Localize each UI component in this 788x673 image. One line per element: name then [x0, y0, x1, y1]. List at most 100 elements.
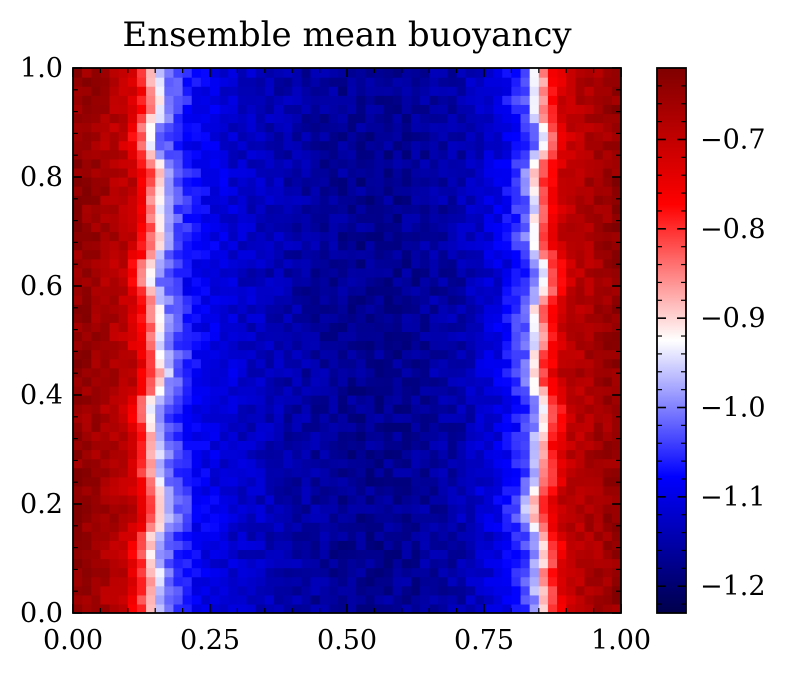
heatmap-cell	[502, 585, 512, 596]
heatmap-cell	[337, 358, 348, 369]
heatmap-cell	[584, 549, 595, 560]
heatmap-cell	[401, 494, 412, 505]
heatmap-cell	[292, 404, 302, 414]
heatmap-cell	[109, 431, 120, 442]
heatmap-cell	[511, 576, 522, 587]
heatmap-cell	[228, 258, 238, 269]
x-tick-label: 1.00	[591, 625, 651, 656]
heatmap-cell	[484, 504, 494, 514]
heatmap-cell	[365, 331, 375, 342]
heatmap-cell	[73, 467, 83, 478]
heatmap-cell	[584, 177, 595, 187]
heatmap-cell	[566, 358, 576, 369]
heatmap-cell	[566, 104, 576, 115]
heatmap-cell	[365, 340, 375, 351]
heatmap-cell	[529, 458, 540, 469]
heatmap-cell	[210, 440, 220, 451]
heatmap-cell	[356, 558, 366, 569]
heatmap-cell	[584, 594, 595, 605]
heatmap-cell	[356, 149, 366, 160]
heatmap-cell	[547, 513, 558, 523]
heatmap-cell	[465, 449, 476, 460]
heatmap-cell	[246, 286, 257, 296]
heatmap-cell	[584, 240, 595, 251]
heatmap-cell	[356, 249, 366, 260]
heatmap-cell	[566, 567, 576, 578]
heatmap-cell	[273, 240, 284, 251]
heatmap-cell	[73, 558, 83, 569]
heatmap-cell	[529, 122, 540, 133]
heatmap-cell	[547, 358, 558, 369]
heatmap-cell	[474, 395, 485, 405]
heatmap-cell	[118, 585, 129, 596]
heatmap-cell	[283, 385, 293, 396]
heatmap-cell	[337, 594, 348, 605]
heatmap-cell	[474, 286, 485, 296]
heatmap-cell	[182, 158, 193, 169]
heatmap-cell	[219, 149, 229, 160]
heatmap-cell	[164, 213, 175, 224]
heatmap-cell	[575, 240, 586, 251]
heatmap-cell	[264, 349, 275, 360]
heatmap-cell	[538, 531, 549, 541]
heatmap-cell	[210, 413, 220, 423]
heatmap-cell	[529, 295, 540, 305]
heatmap-cell	[511, 494, 522, 505]
heatmap-cell	[246, 231, 257, 242]
heatmap-cell	[109, 304, 120, 314]
heatmap-cell	[292, 222, 302, 233]
heatmap-cell	[155, 431, 165, 442]
heatmap-cell	[511, 167, 522, 178]
heatmap-cell	[73, 195, 83, 205]
heatmap-cell	[301, 513, 312, 523]
heatmap-cell	[520, 567, 531, 578]
heatmap-cell	[365, 603, 375, 613]
heatmap-cell	[547, 213, 558, 224]
heatmap-cell	[310, 440, 321, 451]
heatmap-cell	[392, 340, 403, 351]
heatmap-cell	[538, 340, 549, 351]
heatmap-cell	[182, 413, 193, 423]
heatmap-cell	[264, 567, 275, 578]
heatmap-cell	[146, 431, 156, 442]
heatmap-cell	[319, 240, 330, 251]
heatmap-cell	[520, 177, 531, 187]
heatmap-cell	[484, 585, 494, 596]
heatmap-cell	[337, 304, 348, 314]
heatmap-cell	[155, 86, 165, 96]
heatmap-cell	[365, 413, 375, 423]
heatmap-cell	[246, 476, 257, 487]
heatmap-cell	[529, 86, 540, 96]
heatmap-cell	[447, 68, 458, 78]
heatmap-cell	[347, 186, 357, 196]
heatmap-cell	[273, 540, 284, 551]
heatmap-cell	[328, 404, 339, 414]
heatmap-cell	[292, 177, 302, 187]
heatmap-cell	[292, 149, 302, 160]
heatmap-cell	[602, 522, 613, 532]
heatmap-cell	[447, 131, 458, 142]
heatmap-cell	[374, 240, 385, 251]
heatmap-cell	[100, 222, 111, 233]
heatmap-cell	[429, 86, 439, 96]
heatmap-cell	[383, 558, 394, 569]
heatmap-cell	[602, 240, 613, 251]
heatmap-cell	[301, 458, 312, 469]
heatmap-cell	[100, 540, 111, 551]
heatmap-cell	[136, 449, 147, 460]
heatmap-cell	[401, 204, 412, 214]
heatmap-cell	[584, 204, 595, 214]
heatmap-cell	[474, 304, 485, 314]
heatmap-cell	[374, 313, 385, 323]
heatmap-cell	[173, 86, 184, 96]
heatmap-cell	[173, 140, 184, 151]
heatmap-cell	[155, 440, 165, 451]
heatmap-cell	[237, 603, 248, 613]
heatmap-cell	[410, 267, 421, 278]
heatmap-cell	[502, 295, 512, 305]
heatmap-cell	[301, 504, 312, 514]
heatmap-cell	[420, 140, 430, 151]
heatmap-cell	[584, 86, 595, 96]
heatmap-cell	[410, 167, 421, 178]
heatmap-cell	[584, 567, 595, 578]
